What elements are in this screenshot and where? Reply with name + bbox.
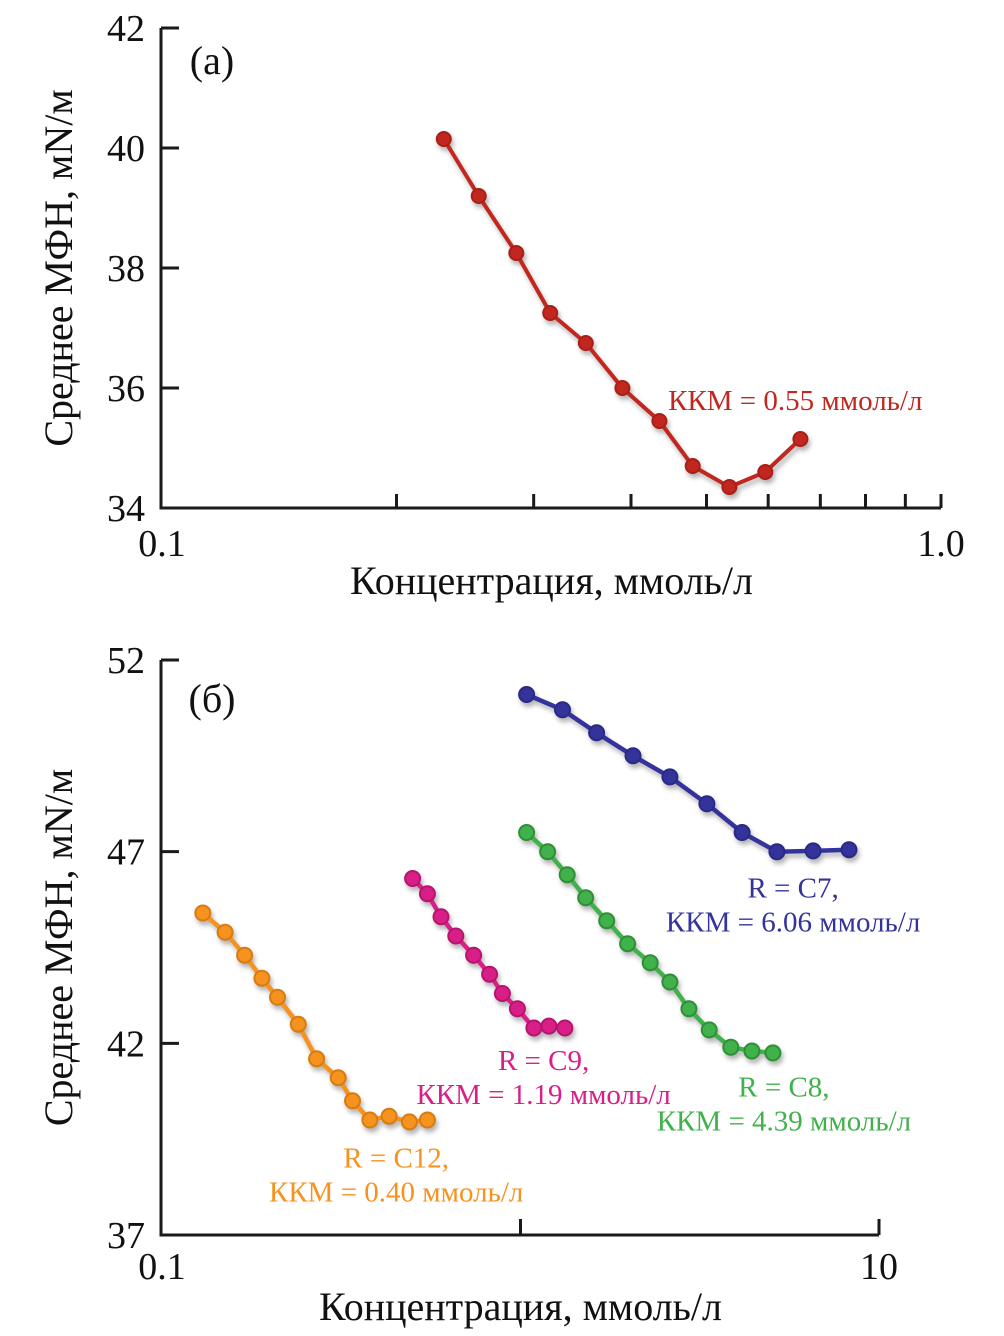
- y-tick-label: 52: [107, 640, 145, 682]
- data-point: [641, 954, 659, 972]
- data-point: [465, 946, 483, 964]
- data-point: [661, 768, 679, 786]
- y-tick-label: 34: [107, 488, 145, 530]
- data-point: [619, 935, 637, 953]
- data-point: [539, 843, 557, 861]
- data-point: [289, 1015, 307, 1033]
- data-point: [481, 965, 499, 983]
- series-R-C12: [194, 904, 436, 1131]
- x-tick-label: 0.1: [138, 523, 186, 565]
- data-point: [577, 335, 594, 351]
- data-point: [308, 1050, 326, 1068]
- data-point: [684, 458, 701, 474]
- data-point: [361, 1111, 379, 1129]
- y-tick-label: 38: [107, 248, 145, 290]
- data-point: [624, 747, 642, 765]
- data-point: [493, 985, 511, 1002]
- data-point: [253, 969, 271, 987]
- data-point: [614, 380, 631, 396]
- chart-b-surface-tension-vs-concentration-series: 37 42 47 52 0.1 10 Концентрация, ммоль/л Средне…: [36, 640, 920, 1329]
- panel-label: (б): [189, 676, 236, 721]
- data-point: [432, 908, 450, 926]
- data-point: [764, 1044, 782, 1062]
- data-point: [680, 1000, 698, 1018]
- series-R-C7: [518, 686, 858, 861]
- data-point: [651, 413, 668, 429]
- annotation-label: R = C8, ККМ = 4.39 ммоль/л: [657, 1072, 911, 1138]
- data-point: [508, 1000, 526, 1018]
- data-point: [404, 870, 422, 887]
- axes-frame: [159, 660, 879, 1237]
- data-point: [792, 431, 809, 447]
- data-point: [236, 946, 254, 964]
- x-tick-label: 1.0: [917, 523, 965, 565]
- data-point: [721, 479, 738, 495]
- data-point: [380, 1107, 398, 1125]
- y-tick-label: 42: [107, 8, 145, 50]
- data-point: [768, 843, 786, 861]
- x-axis-label: Концентрация, ммоль/л: [350, 558, 753, 603]
- data-point: [518, 824, 536, 841]
- data-point: [661, 973, 679, 991]
- data-point: [722, 1038, 740, 1056]
- y-tick-label: 37: [107, 1215, 145, 1257]
- annotation-label: R = C7, ККМ = 6.06 ммоль/л: [666, 872, 920, 938]
- data-point: [400, 1113, 418, 1131]
- annotation-label: R = C12, ККМ = 0.40 ммоль/л: [269, 1143, 523, 1209]
- series-line: [410, 876, 568, 1031]
- data-point: [418, 885, 436, 903]
- data-point: [216, 923, 234, 941]
- series-R-C9: [404, 870, 574, 1037]
- chart-a-surface-tension-vs-concentration: 34 36 38 40 42 0.1 1.0 Концентрация, ммоль/л Сре…: [36, 8, 965, 603]
- y-tick-label: 36: [107, 368, 145, 410]
- data-point: [470, 188, 487, 204]
- x-tick-label: 0.1: [138, 1246, 186, 1288]
- series-line: [441, 137, 803, 489]
- data-point: [518, 686, 536, 703]
- data-point: [700, 1021, 718, 1039]
- data-point: [757, 464, 774, 480]
- y-axis-label: Среднее МФН, мN/м: [36, 769, 81, 1126]
- data-point: [743, 1042, 761, 1060]
- data-point: [698, 795, 716, 813]
- data-point: [194, 904, 212, 922]
- data-point: [540, 1017, 558, 1035]
- data-point: [508, 245, 525, 261]
- series-line: [200, 910, 430, 1125]
- data-point: [733, 824, 751, 841]
- data-point: [554, 701, 571, 719]
- x-tick-label: 10: [860, 1246, 898, 1288]
- y-axis-label: Среднее МФН, мN/м: [36, 89, 81, 446]
- y-tick-label: 42: [107, 1023, 145, 1065]
- annotation-label: ККМ = 0.55 ммоль/л: [668, 385, 922, 417]
- annotation-label: R = C9, ККМ = 1.19 ммоль/л: [416, 1045, 670, 1111]
- data-point: [840, 841, 858, 859]
- data-point: [556, 1019, 574, 1037]
- data-point: [435, 131, 452, 147]
- series-R-C8: [518, 824, 782, 1062]
- data-point: [598, 912, 616, 930]
- data-point: [542, 305, 559, 321]
- data-point: [804, 842, 822, 860]
- series-line: [524, 692, 852, 854]
- data-point: [525, 1019, 543, 1037]
- panel-label: (а): [190, 38, 234, 83]
- data-point: [344, 1092, 361, 1110]
- series--: [435, 131, 809, 495]
- data-point: [558, 866, 576, 884]
- data-point: [329, 1069, 347, 1087]
- x-axis-label: Концентрация, ммоль/л: [319, 1284, 722, 1329]
- data-point: [269, 988, 286, 1006]
- data-point: [577, 889, 595, 907]
- data-point: [588, 724, 606, 742]
- axes-frame: [159, 28, 941, 510]
- y-tick-label: 47: [107, 832, 145, 874]
- y-tick-label: 40: [107, 128, 145, 170]
- data-point: [447, 927, 465, 945]
- data-point: [418, 1111, 436, 1129]
